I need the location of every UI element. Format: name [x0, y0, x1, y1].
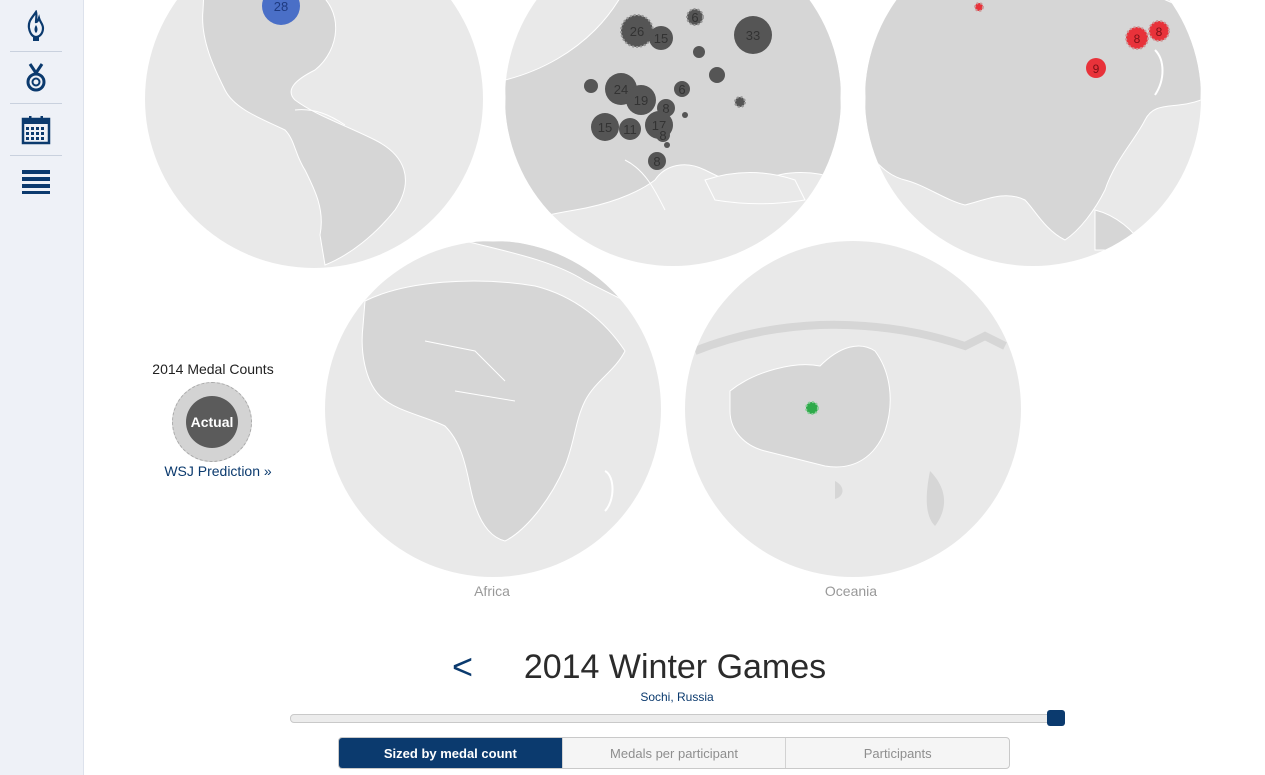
medal-marker[interactable] [974, 2, 984, 12]
marker-layer-europe: 26 15 33 24 19 8 6 15 11 17 8 8 6 [584, 8, 772, 170]
region-label-oceania: Oceania [824, 583, 878, 599]
medal-marker[interactable] [584, 79, 598, 93]
games-location: Sochi, Russia [640, 690, 714, 704]
marker-label: 19 [634, 93, 648, 108]
medal-marker[interactable]: 6 [674, 81, 690, 97]
marker-layer-americas: 28 [262, 0, 300, 25]
legend-circle-label: Actual [186, 396, 238, 448]
medal-marker[interactable] [709, 67, 725, 83]
flame-icon [27, 9, 45, 41]
medal-marker[interactable] [664, 142, 670, 148]
marker-label: 8 [1156, 25, 1163, 39]
medal-marker[interactable]: 6 [686, 8, 704, 26]
medal-marker[interactable]: 8 [1148, 20, 1170, 42]
medal-marker[interactable]: 8 [648, 152, 666, 170]
marker-label: 15 [598, 120, 612, 135]
sidebar [0, 0, 84, 775]
games-title: 2014 Winter Games [523, 648, 827, 686]
tab-medals-per-participant[interactable]: Medals per participant [563, 738, 787, 768]
marker-layer-asia: 8 8 9 [974, 2, 1170, 78]
medal-marker[interactable]: 9 [1086, 58, 1106, 78]
sidebar-divider [10, 51, 62, 52]
timeline-slider-handle[interactable] [1047, 710, 1065, 726]
marker-label: 11 [623, 122, 637, 137]
view-mode-tabs: Sized by medal count Medals per particip… [338, 737, 1010, 769]
medal-marker[interactable]: 15 [591, 113, 619, 141]
sidebar-divider [10, 155, 62, 156]
globe-europe[interactable]: 26 15 33 24 19 8 6 15 11 17 8 8 6 [505, 0, 841, 266]
marker-label: 28 [274, 0, 288, 14]
sidebar-divider [10, 103, 62, 104]
wsj-prediction-link[interactable]: WSJ Prediction » [164, 463, 272, 479]
marker-label: 24 [614, 82, 628, 97]
marker-label: 8 [662, 101, 669, 116]
medal-marker[interactable]: 11 [619, 118, 641, 140]
nav-flame[interactable] [10, 0, 62, 51]
marker-label: 8 [659, 128, 666, 143]
medal-marker[interactable] [805, 401, 819, 415]
medal-icon [26, 62, 46, 91]
marker-label: 26 [630, 24, 644, 39]
marker-label: 33 [746, 28, 760, 43]
medal-marker[interactable]: 26 [620, 14, 654, 48]
marker-label: 9 [1093, 62, 1100, 76]
nav-table[interactable] [10, 156, 62, 207]
medal-marker[interactable]: 15 [649, 26, 673, 50]
tab-sized-by-medal-count[interactable]: Sized by medal count [339, 738, 563, 768]
legend-title: 2014 Medal Counts [152, 361, 274, 377]
tab-participants[interactable]: Participants [863, 745, 932, 761]
timeline-slider-track[interactable] [290, 714, 1060, 723]
globe-americas[interactable]: 28 [145, 0, 483, 268]
calendar-icon [21, 115, 51, 144]
medal-marker[interactable]: 28 [262, 0, 300, 25]
marker-label: 6 [691, 10, 698, 25]
globe-oceania[interactable] [685, 241, 1021, 577]
marker-label: 15 [654, 31, 668, 46]
legend-circle: Actual [172, 382, 252, 462]
nav-medals[interactable] [10, 52, 62, 103]
marker-label: 6 [678, 82, 685, 97]
globe-asia[interactable]: 8 8 9 [865, 0, 1201, 266]
nav-calendar[interactable] [10, 104, 62, 155]
globe-africa[interactable] [325, 241, 661, 577]
medal-marker[interactable]: 19 [626, 85, 656, 115]
medal-marker[interactable]: 8 [656, 128, 670, 143]
medal-marker[interactable] [734, 96, 746, 108]
medal-marker[interactable]: 33 [734, 16, 772, 54]
marker-label: 8 [653, 154, 660, 169]
medal-marker[interactable] [693, 46, 705, 58]
medal-marker[interactable] [682, 112, 688, 118]
region-label-africa: Africa [474, 583, 510, 599]
list-icon [22, 169, 50, 194]
medal-marker[interactable]: 8 [1125, 26, 1149, 50]
marker-label: 8 [1134, 32, 1141, 46]
prev-games-button[interactable]: < [452, 646, 474, 687]
marker-layer-oceania [805, 401, 819, 415]
